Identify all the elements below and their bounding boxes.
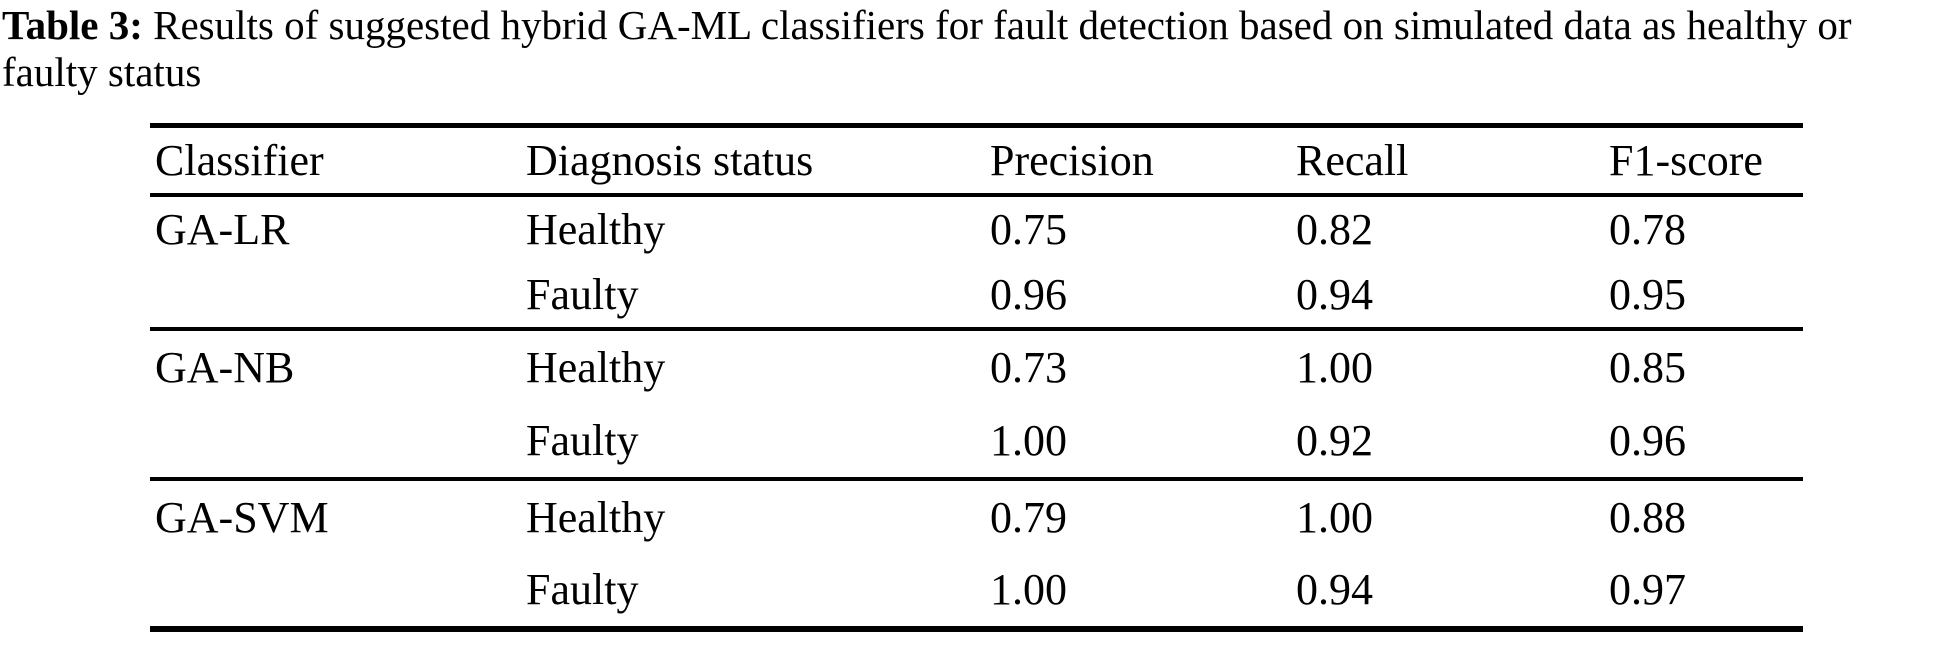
table-row: Faulty 0.96 0.94 0.95	[150, 262, 1803, 329]
cell-classifier-empty	[150, 404, 526, 479]
cell-precision: 1.00	[990, 415, 1067, 465]
cell-precision: 1.00	[990, 565, 1067, 614]
cell-status: Faulty	[526, 415, 639, 465]
results-table: Classifier Diagnosis status Precision Re…	[150, 123, 1803, 632]
column-header-diagnosis-status: Diagnosis status	[526, 135, 814, 185]
cell-f1-score: 0.95	[1609, 269, 1686, 319]
cell-precision: 0.96	[990, 269, 1067, 319]
cell-status: Faulty	[526, 269, 639, 319]
column-header-precision: Precision	[990, 135, 1154, 185]
cell-classifier: GA-LR	[155, 204, 290, 254]
cell-classifier-empty	[150, 554, 526, 629]
table-header: Classifier Diagnosis status Precision Re…	[150, 125, 1803, 195]
table-row: GA-SVM Healthy 0.79 1.00 0.88	[150, 479, 1803, 554]
cell-f1-score: 0.88	[1609, 492, 1686, 542]
cell-recall: 1.00	[1296, 492, 1373, 542]
table-caption-text: Results of suggested hybrid GA-ML classi…	[2, 2, 1852, 95]
paper-page: Table 3: Results of suggested hybrid GA-…	[0, 0, 1954, 632]
cell-status: Healthy	[526, 492, 666, 542]
group-ga-lr: GA-LR Healthy 0.75 0.82 0.78 Faulty 0.96…	[150, 195, 1803, 329]
table-caption: Table 3: Results of suggested hybrid GA-…	[0, 0, 1954, 96]
cell-recall: 0.94	[1296, 565, 1373, 614]
cell-precision: 0.75	[990, 204, 1067, 254]
cell-recall: 1.00	[1296, 342, 1373, 392]
table-row: GA-LR Healthy 0.75 0.82 0.78	[150, 195, 1803, 262]
cell-status: Healthy	[526, 204, 666, 254]
table-row: Faulty 1.00 0.94 0.97	[150, 554, 1803, 629]
cell-classifier: GA-SVM	[155, 492, 329, 542]
cell-f1-score: 0.96	[1609, 415, 1686, 465]
column-header-classifier: Classifier	[155, 135, 324, 185]
column-header-recall: Recall	[1296, 135, 1409, 185]
cell-precision: 0.79	[990, 492, 1067, 542]
cell-precision: 0.73	[990, 342, 1067, 392]
table-row: GA-NB Healthy 0.73 1.00 0.85	[150, 329, 1803, 404]
cell-f1-score: 0.78	[1609, 204, 1686, 254]
group-ga-svm: GA-SVM Healthy 0.79 1.00 0.88 Faulty 1.0…	[150, 479, 1803, 629]
cell-f1-score: 0.85	[1609, 342, 1686, 392]
cell-f1-score: 0.97	[1609, 565, 1686, 614]
group-ga-nb: GA-NB Healthy 0.73 1.00 0.85 Faulty 1.00…	[150, 329, 1803, 479]
table-caption-label: Table 3:	[2, 2, 143, 48]
cell-classifier-empty	[150, 262, 526, 329]
cell-status: Faulty	[526, 565, 639, 614]
cell-classifier: GA-NB	[155, 342, 295, 392]
table-row: Faulty 1.00 0.92 0.96	[150, 404, 1803, 479]
cell-recall: 0.82	[1296, 204, 1373, 254]
cell-recall: 0.92	[1296, 415, 1373, 465]
cell-status: Healthy	[526, 342, 666, 392]
cell-recall: 0.94	[1296, 269, 1373, 319]
column-header-f1-score: F1-score	[1609, 135, 1763, 185]
header-row: Classifier Diagnosis status Precision Re…	[150, 126, 1803, 195]
